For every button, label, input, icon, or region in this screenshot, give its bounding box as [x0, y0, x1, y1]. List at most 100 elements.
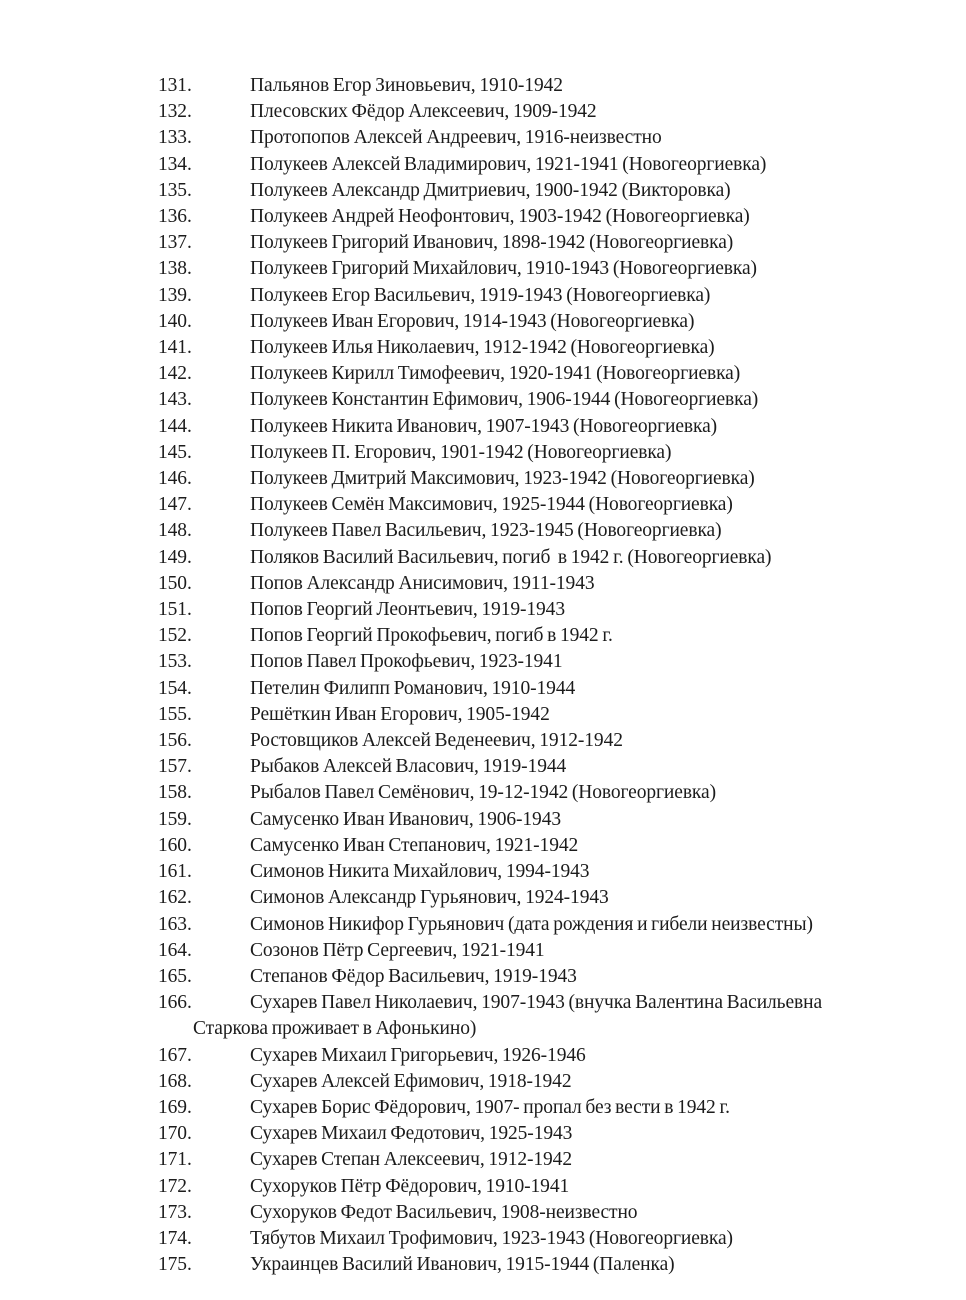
list-item: 150. Попов Александр Анисимович, 1911-194… [158, 571, 822, 597]
list-item-number: 167. [158, 1044, 192, 1066]
list-item-number: 140. [158, 310, 192, 332]
list-item-text: Петелин Филипп Романович, 1910-1944 [250, 677, 576, 699]
list-item: 163. Симонов Никифор Гурьянович (дата рож… [158, 912, 822, 938]
list-item-number: 169. [158, 1096, 192, 1118]
list-item-number: 172. [158, 1175, 192, 1197]
list-item: 153. Попов Павел Прокофьевич, 1923-1941 [158, 649, 822, 675]
list-item: 143. Полукеев Константин Ефимович, 1906-1… [158, 387, 822, 413]
list-item: 133. Протопопов Алексей Андреевич, 1916-н… [158, 125, 822, 151]
list-item-text: Степанов Фёдор Васильевич, 1919-1943 [250, 965, 577, 987]
list-item-text: Сухарев Михаил Григорьевич, 1926-1946 [250, 1044, 586, 1066]
list-item-text: Попов Георгий Леонтьевич, 1919-1943 [250, 599, 565, 621]
list-item-text: Сухарев Павел Николаевич, 1907-1943 (вну… [193, 992, 823, 1040]
list-item: 147. Полукеев Семён Максимович, 1925-1944… [158, 492, 822, 518]
list-item-number: 168. [158, 1070, 192, 1092]
list-item-number: 159. [158, 808, 192, 830]
list-item-text: Полукеев Павел Васильевич, 1923-1945 (Но… [250, 520, 722, 542]
list-item-number: 152. [158, 625, 192, 647]
list-item-text: Полукеев Дмитрий Максимович, 1923-1942 (… [250, 468, 755, 490]
list-item-text: Полукеев Алексей Владимирович, 1921-1941… [250, 153, 767, 175]
list-item-text: Полукеев Иван Егорович, 1914-1943 (Новог… [250, 310, 695, 332]
list-item-number: 143. [158, 389, 192, 411]
list-item-text: Ростовщиков Алексей Веденеевич, 1912-194… [250, 730, 623, 752]
list-item-text: Сухарев Степан Алексеевич, 1912-1942 [250, 1149, 572, 1171]
list-item: 174. Тябутов Михаил Трофимович, 1923-1943… [158, 1226, 822, 1252]
list-item-number: 175. [158, 1254, 192, 1276]
list-item-text: Попов Александр Анисимович, 1911-1943 [250, 572, 595, 594]
list-item-number: 155. [158, 703, 192, 725]
list-item: 156. Ростовщиков Алексей Веденеевич, 1912… [158, 728, 822, 754]
list-item: 154. Петелин Филипп Романович, 1910-1944 [158, 676, 822, 702]
list-item-number: 154. [158, 677, 192, 699]
list-item-text: Протопопов Алексей Андреевич, 1916-неизв… [250, 127, 662, 149]
list-item: 164. Созонов Пётр Сергеевич, 1921-1941 [158, 938, 822, 964]
list-item: 146. Полукеев Дмитрий Максимович, 1923-19… [158, 466, 822, 492]
list-item-number: 170. [158, 1123, 192, 1145]
list-item-number: 137. [158, 232, 192, 254]
list-item: 131. Пальянов Егор Зиновьевич, 1910-1942 [158, 73, 822, 99]
list-item-text: Рыбалов Павел Семёнович, 19-12-1942 (Нов… [250, 782, 716, 804]
list-item-number: 141. [158, 337, 192, 359]
list-item: 151. Попов Георгий Леонтьевич, 1919-1943 [158, 597, 822, 623]
list-item: 135. Полукеев Александр Дмитриевич, 1900-… [158, 178, 822, 204]
list-item: 132. Плесовских Фёдор Алексеевич, 1909-19… [158, 99, 822, 125]
list-item: 173. Сухоруков Федот Васильевич, 1908-неи… [158, 1200, 822, 1226]
list-item: 144. Полукеев Никита Иванович, 1907-1943 … [158, 414, 822, 440]
list-item: 175. Украинцев Василий Иванович, 1915-194… [158, 1252, 822, 1278]
list-item: 138. Полукеев Григорий Михайлович, 1910-1… [158, 256, 822, 282]
list-item: 170. Сухарев Михаил Федотович, 1925-1943 [158, 1121, 822, 1147]
list-item-number: 145. [158, 441, 192, 463]
list-item-text: Рыбаков Алексей Власович, 1919-1944 [250, 756, 567, 778]
list-item-text: Полукеев Илья Николаевич, 1912-1942 (Нов… [250, 337, 715, 359]
list-item-number: 131. [158, 75, 192, 96]
list-item-text: Полукеев Егор Васильевич, 1919-1943 (Нов… [250, 284, 711, 306]
list-item-number: 134. [158, 153, 192, 175]
list-item-number: 132. [158, 101, 192, 123]
list-item-number: 153. [158, 651, 192, 673]
list-item-text: Полукеев Григорий Иванович, 1898-1942 (Н… [250, 232, 734, 254]
list-item-number: 166. [158, 992, 192, 1014]
list-item-text: Симонов Александр Гурьянович, 1924-1943 [250, 887, 609, 909]
list-item: 167. Сухарев Михаил Григорьевич, 1926-194… [158, 1043, 822, 1069]
list-item-text: Полукеев Григорий Михайлович, 1910-1943 … [250, 258, 757, 280]
list-item-text: Плесовских Фёдор Алексеевич, 1909-1942 [250, 101, 597, 123]
list-item-number: 148. [158, 520, 192, 542]
list-item-number: 165. [158, 965, 192, 987]
list-item: 168. Сухарев Алексей Ефимович, 1918-1942 [158, 1069, 822, 1095]
list-item-number: 171. [158, 1149, 192, 1171]
list-item: 166. Сухарев Павел Николаевич, 1907-1943 … [158, 990, 823, 1042]
list-item: 142. Полукеев Кирилл Тимофеевич, 1920-194… [158, 361, 822, 387]
list-item-number: 174. [158, 1227, 192, 1249]
list-item: 136. Полукеев Андрей Неофонтович, 1903-19… [158, 204, 822, 230]
list-item: 141. Полукеев Илья Николаевич, 1912-1942 … [158, 335, 822, 361]
list-item-number: 133. [158, 127, 192, 149]
list-item-text: Созонов Пётр Сергеевич, 1921-1941 [250, 939, 545, 961]
list-item: 158. Рыбалов Павел Семёнович, 19-12-1942 … [158, 780, 822, 806]
list-item-text: Попов Павел Прокофьевич, 1923-1941 [250, 651, 563, 673]
list-item-text: Симонов Никифор Гурьянович (дата рождени… [250, 913, 813, 935]
list-item-number: 173. [158, 1201, 192, 1223]
list-item: 139. Полукеев Егор Васильевич, 1919-1943 … [158, 283, 822, 309]
list-item-number: 136. [158, 206, 192, 228]
list-item-text: Симонов Никита Михайлович, 1994-1943 [250, 861, 590, 883]
list-item-number: 158. [158, 782, 192, 804]
list-item-number: 161. [158, 861, 192, 883]
list-item-text: Полукеев Семён Максимович, 1925-1944 (Но… [250, 494, 733, 516]
list-item-text: Сухарев Борис Фёдорович, 1907- пропал бе… [250, 1096, 730, 1118]
list-item-number: 146. [158, 468, 192, 490]
list-item: 160. Самусенко Иван Степанович, 1921-1942 [158, 833, 822, 859]
list-item-number: 144. [158, 415, 192, 437]
list-item: 161. Симонов Никита Михайлович, 1994-1943 [158, 859, 822, 885]
list-item: 169. Сухарев Борис Фёдорович, 1907- пропа… [158, 1095, 822, 1121]
list-item: 140. Полукеев Иван Егорович, 1914-1943 (Н… [158, 309, 822, 335]
list-item: 162. Симонов Александр Гурьянович, 1924-1… [158, 885, 822, 911]
list-item-number: 162. [158, 887, 192, 909]
list-item-number: 139. [158, 284, 192, 306]
list-item-text: Полукеев Никита Иванович, 1907-1943 (Нов… [250, 415, 718, 437]
list-item-text: Полукеев Константин Ефимович, 1906-1944 … [250, 389, 759, 411]
list-item-number: 156. [158, 730, 192, 752]
list-item-text: Сухоруков Федот Васильевич, 1908-неизвес… [250, 1201, 638, 1223]
list-item: 145. Полукеев П. Егорович, 1901-1942 (Нов… [158, 440, 822, 466]
list-item-text: Сухоруков Пётр Фёдорович, 1910-1941 [250, 1175, 570, 1197]
